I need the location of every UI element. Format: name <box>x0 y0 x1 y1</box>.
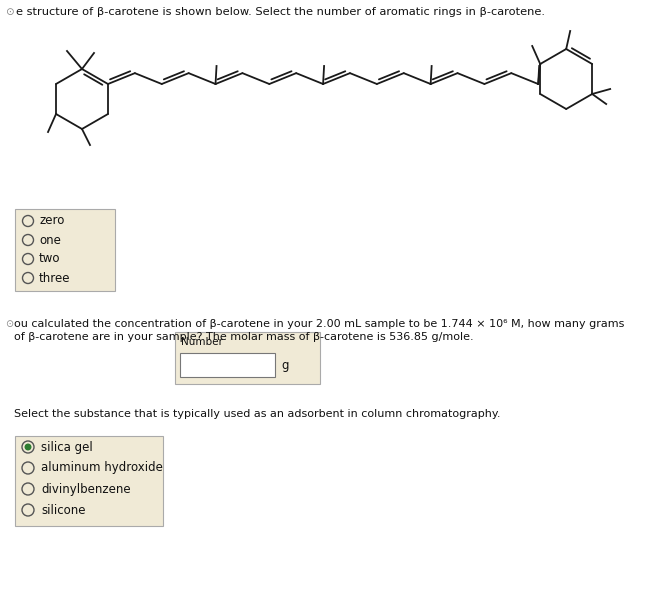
Text: silica gel: silica gel <box>41 440 93 454</box>
Text: g: g <box>281 359 289 371</box>
Text: one: one <box>39 234 61 246</box>
FancyBboxPatch shape <box>15 209 115 291</box>
Text: of β-carotene are in your sample? The molar mass of β-carotene is 536.85 g/mole.: of β-carotene are in your sample? The mo… <box>14 332 474 342</box>
Text: two: two <box>39 252 60 266</box>
Text: three: three <box>39 272 70 284</box>
Text: ⊙: ⊙ <box>5 7 14 17</box>
FancyBboxPatch shape <box>15 436 163 526</box>
Circle shape <box>25 443 31 451</box>
Text: zero: zero <box>39 214 64 228</box>
Text: e structure of β-carotene is shown below. Select the number of aromatic rings in: e structure of β-carotene is shown below… <box>16 7 545 17</box>
FancyBboxPatch shape <box>175 332 320 384</box>
Text: ou calculated the concentration of β-carotene in your 2.00 mL sample to be 1.744: ou calculated the concentration of β-car… <box>14 319 625 329</box>
Text: Select the substance that is typically used as an adsorbent in column chromatogr: Select the substance that is typically u… <box>14 409 500 419</box>
Text: silicone: silicone <box>41 504 86 516</box>
Text: divinylbenzene: divinylbenzene <box>41 483 131 495</box>
Text: aluminum hydroxide: aluminum hydroxide <box>41 461 163 475</box>
Text: ⊙: ⊙ <box>5 319 13 329</box>
Text: Number: Number <box>181 337 223 347</box>
FancyBboxPatch shape <box>180 353 275 377</box>
